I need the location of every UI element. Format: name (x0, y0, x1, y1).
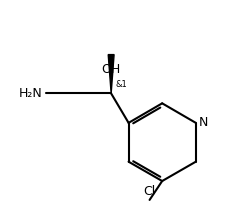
Text: N: N (199, 116, 208, 129)
Polygon shape (108, 55, 114, 93)
Text: H₂N: H₂N (19, 87, 43, 100)
Text: Cl: Cl (143, 185, 156, 198)
Text: &1: &1 (115, 80, 127, 89)
Text: OH: OH (101, 63, 121, 76)
